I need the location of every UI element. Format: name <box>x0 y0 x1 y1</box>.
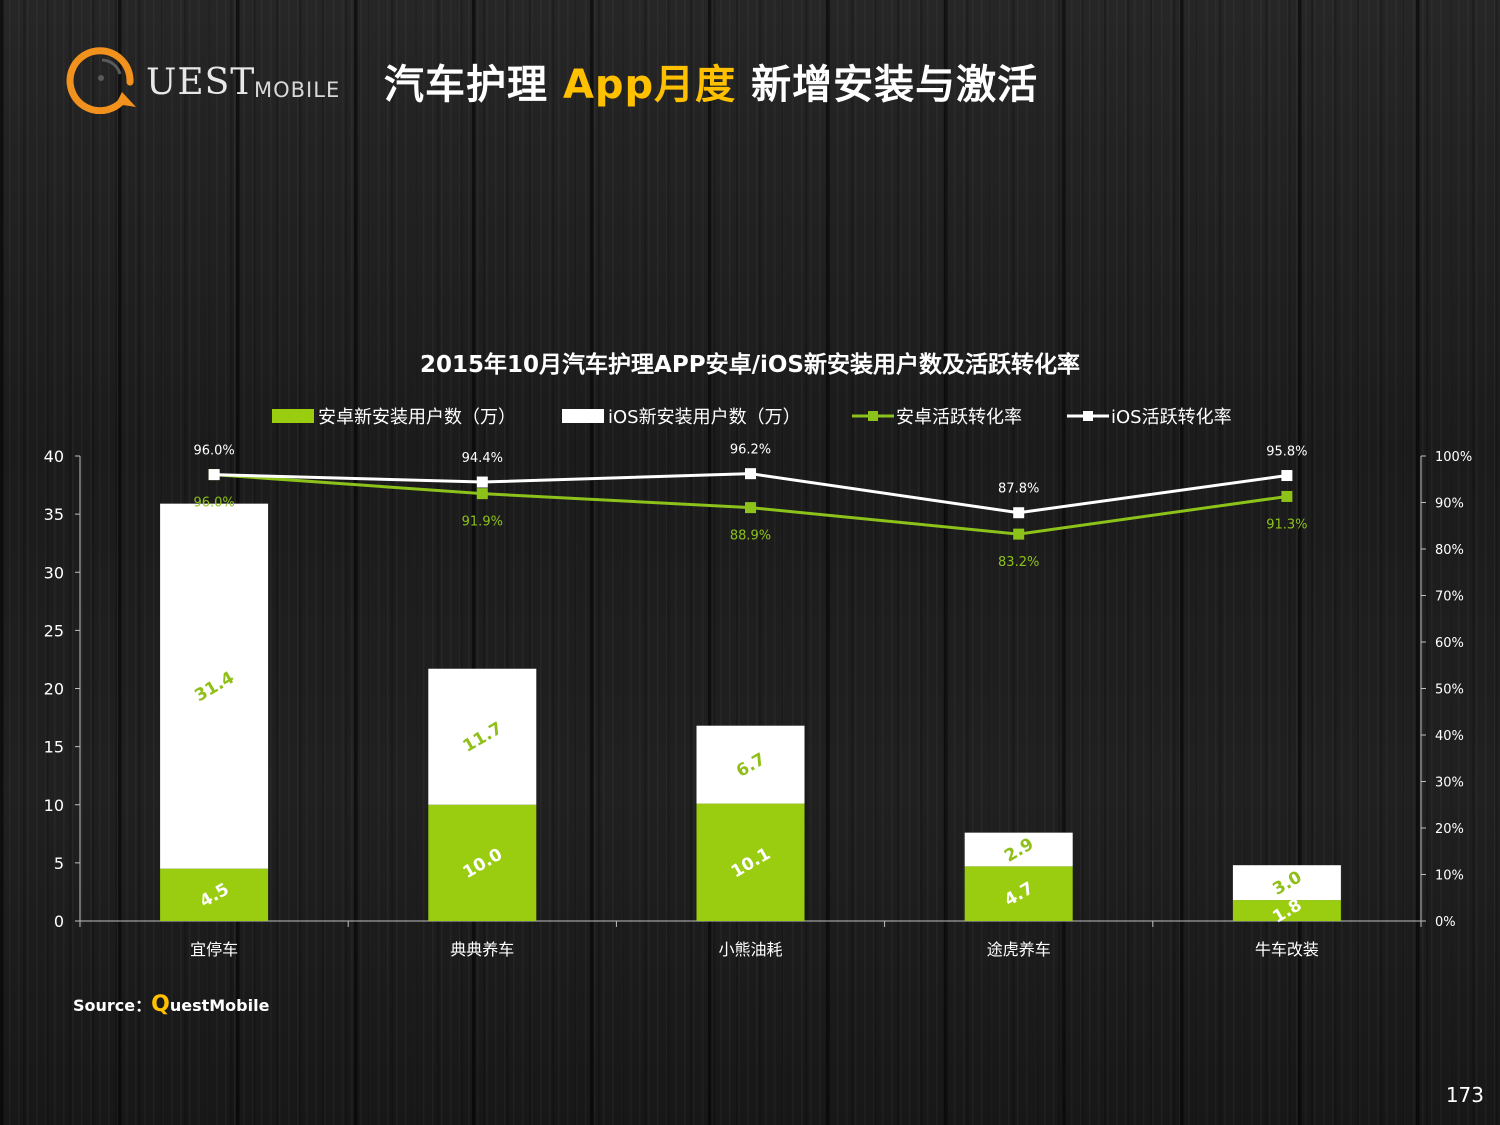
chart-legend: 安卓新安装用户数（万） iOS新安装用户数（万） 安卓活跃转化率 iOS活跃转化率 <box>272 407 1232 428</box>
logo-text: UEST <box>146 62 256 103</box>
android-install-bar <box>160 868 269 921</box>
right-axis-tick-label: 90% <box>1435 497 1464 512</box>
chart-labels: 4.531.410.011.710.16.74.72.91.83.096.0%9… <box>191 443 1307 928</box>
install-activation-chart: 2015年10月汽车护理APP安卓/iOS新安装用户数及活跃转化率 安卓新安装用… <box>44 351 1473 959</box>
x-axis-category-label: 宜停车 <box>190 940 238 959</box>
right-axis-tick-label: 60% <box>1435 636 1464 651</box>
android-rate-marker <box>745 502 756 514</box>
android-rate-marker <box>476 488 488 500</box>
right-axis-tick-label: 0% <box>1435 915 1456 930</box>
android-install-bar <box>696 803 805 921</box>
page-title-part1: 汽车护理 <box>384 62 563 108</box>
ios-rate-label: 87.8% <box>998 482 1039 497</box>
legend-label: iOS活跃转化率 <box>1111 407 1232 428</box>
legend-label: 安卓新安装用户数（万） <box>318 407 516 428</box>
legend-android-install-swatch <box>272 409 314 423</box>
ios-rate-label: 96.2% <box>730 443 771 458</box>
android-rate-marker <box>1013 528 1025 540</box>
left-axis-tick-label: 0 <box>54 912 64 931</box>
source-note: Source：QuestMobile <box>73 992 269 1017</box>
legend-label: 安卓活跃转化率 <box>896 407 1022 428</box>
left-axis-tick-label: 10 <box>44 796 64 815</box>
right-axis-tick-label: 30% <box>1435 776 1464 791</box>
right-axis-tick-label: 10% <box>1435 869 1464 884</box>
android-rate-label: 91.3% <box>1266 517 1307 532</box>
logo-ring-icon <box>66 47 136 114</box>
page-title-highlight: App月度 <box>562 62 737 108</box>
ios-rate-label: 94.4% <box>462 451 503 466</box>
legend-item: iOS新安装用户数（万） <box>562 407 801 428</box>
right-axis-tick-label: 100% <box>1435 450 1472 465</box>
x-axis-category-label: 典典养车 <box>450 940 514 959</box>
source-name: uestMobile <box>169 996 270 1015</box>
left-axis-tick-label: 15 <box>44 738 64 757</box>
right-axis-tick-label: 70% <box>1435 590 1464 605</box>
ios-rate-label: 96.0% <box>193 444 234 459</box>
left-axis-tick-label: 40 <box>44 447 64 466</box>
left-axis-tick-label: 5 <box>54 854 64 873</box>
legend-item: 安卓活跃转化率 <box>852 407 1022 428</box>
left-axis-tick-label: 25 <box>44 621 64 640</box>
android-rate-marker <box>1281 490 1293 502</box>
legend-item: iOS活跃转化率 <box>1067 407 1232 428</box>
ios-rate-marker <box>745 468 756 480</box>
ios-rate-marker <box>208 469 220 481</box>
chart-lines <box>208 468 1293 540</box>
ios-rate-label: 95.8% <box>1266 445 1307 460</box>
right-axis-tick-label: 20% <box>1435 822 1464 837</box>
android-install-bar <box>428 804 537 921</box>
ios-install-bar <box>964 832 1073 867</box>
ios-install-bar <box>428 668 537 805</box>
legend-item: 安卓新安装用户数（万） <box>272 407 516 428</box>
page-title: 汽车护理 App月度 新增安装与激活 <box>384 52 1038 110</box>
source-prefix: Source： <box>73 996 152 1015</box>
chart-axes: 0 5 10 15 20 25 30 35 40 0% 10% 20% 30% 40% 50% 60% 70% 8… <box>44 447 1473 959</box>
x-axis-category-label: 牛车改装 <box>1255 940 1319 959</box>
android-rate-label: 88.9% <box>730 529 771 544</box>
right-axis-tick-label: 40% <box>1435 729 1464 744</box>
questmobile-logo: UEST MOBILE <box>66 44 366 114</box>
ios-rate-marker <box>1281 470 1293 482</box>
page-title-part2: 新增安装与激活 <box>736 62 1039 108</box>
android-install-bar <box>964 866 1073 921</box>
android-rate-label: 96.0% <box>193 496 234 511</box>
page-number: 173 <box>1445 1083 1484 1107</box>
source-q: Q <box>151 992 170 1017</box>
legend-marker <box>868 411 878 421</box>
right-axis-tick-label: 80% <box>1435 543 1464 558</box>
ios-install-bar <box>160 503 269 869</box>
android-rate-label: 91.9% <box>462 515 503 530</box>
android-rate-label: 83.2% <box>998 555 1039 570</box>
left-axis-tick-label: 30 <box>44 563 64 582</box>
ios-install-bar <box>1232 865 1341 901</box>
left-axis-tick-label: 20 <box>44 680 64 699</box>
ios-install-bar <box>696 725 805 804</box>
legend-marker <box>1083 411 1093 421</box>
logo-subtext: MOBILE <box>254 78 341 102</box>
ios-rate-marker <box>1013 507 1025 519</box>
ios-rate-marker <box>476 476 488 488</box>
x-axis-category-label: 途虎养车 <box>987 940 1051 959</box>
left-axis-tick-label: 35 <box>44 505 64 524</box>
right-axis-tick-label: 50% <box>1435 683 1464 698</box>
android-install-bar <box>1232 900 1341 921</box>
x-axis-category-label: 小熊油耗 <box>718 940 782 959</box>
chart-bars <box>160 503 1341 921</box>
legend-ios-install-swatch <box>562 409 604 423</box>
chart-title: 2015年10月汽车护理APP安卓/iOS新安装用户数及活跃转化率 <box>420 351 1080 378</box>
legend-label: iOS新安装用户数（万） <box>608 407 801 428</box>
chart-container: 2015年10月汽车护理APP安卓/iOS新安装用户数及活跃转化率 安卓新安装用… <box>0 330 1500 990</box>
